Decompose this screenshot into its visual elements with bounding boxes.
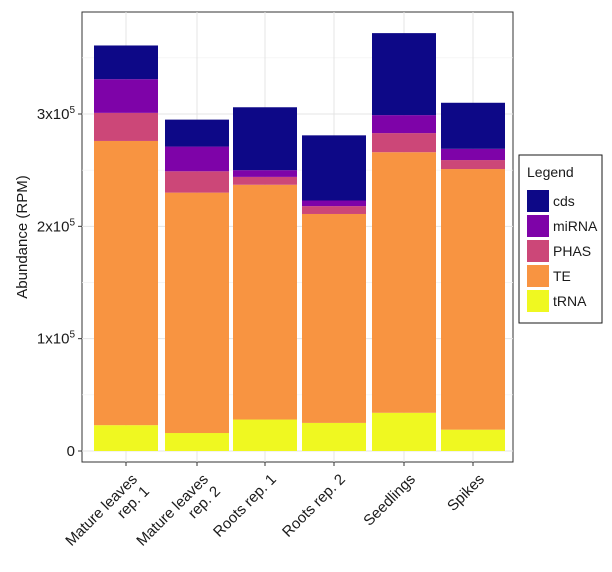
x-tick-label: Roots rep. 1 — [210, 471, 280, 541]
legend-swatch — [527, 265, 549, 287]
x-tick-label: Mature leavesrep. 2 — [133, 471, 224, 562]
bar-stack — [165, 119, 229, 451]
y-axis: 0 1x105 2x105 3x105 — [37, 105, 82, 460]
bar-segment-phas — [165, 171, 229, 193]
bar-segment-te — [372, 152, 436, 413]
legend-label: PHAS — [553, 243, 591, 259]
bar-segment-cds — [233, 107, 297, 171]
bar-segment-cds — [302, 135, 366, 201]
legend-label: miRNA — [553, 218, 598, 234]
bar-segment-cds — [441, 102, 505, 149]
bar-segment-phas — [302, 206, 366, 214]
legend-swatch — [527, 240, 549, 262]
bar-segment-te — [441, 169, 505, 430]
bar-segment-trna — [372, 412, 436, 451]
bar-segment-mirna — [372, 115, 436, 134]
bar-segment-te — [94, 140, 158, 426]
bar-segment-trna — [233, 419, 297, 451]
bar-segment-mirna — [94, 79, 158, 113]
legend-item-te: TE — [527, 265, 571, 287]
legend: Legend cds miRNA PHAS TE tRNA — [518, 154, 603, 324]
y-axis-title: Abundance (RPM) — [14, 175, 31, 298]
legend-label: cds — [553, 193, 575, 209]
legend-item-phas: PHAS — [527, 240, 591, 262]
x-tick-label: Spikes — [444, 471, 488, 515]
bar-stack — [302, 135, 366, 451]
bar-segment-te — [233, 184, 297, 420]
legend-swatch — [527, 290, 549, 312]
bar-segment-phas — [233, 176, 297, 185]
bar-segment-mirna — [441, 148, 505, 161]
legend-label: tRNA — [553, 293, 587, 309]
bar-segment-cds — [94, 45, 158, 80]
legend-item-cds: cds — [527, 190, 575, 212]
bar-segment-te — [302, 213, 366, 423]
y-tick-label: 2x105 — [37, 217, 76, 235]
y-tick-label: 3x105 — [37, 105, 76, 123]
bar-stack — [94, 45, 158, 451]
bar-segment-mirna — [165, 146, 229, 172]
x-tick-label: Seedlings — [360, 471, 419, 530]
y-tick-label: 1x105 — [37, 330, 76, 348]
bar-stack — [441, 102, 505, 451]
x-tick-label: Roots rep. 2 — [279, 471, 349, 541]
legend-swatch — [527, 190, 549, 212]
legend-label: TE — [553, 268, 571, 284]
bar-segment-phas — [94, 112, 158, 141]
legend-title: Legend — [527, 164, 574, 180]
bar-segment-te — [165, 192, 229, 434]
legend-item-trna: tRNA — [527, 290, 587, 312]
bar-segment-mirna — [302, 200, 366, 207]
bar-segment-trna — [302, 422, 366, 451]
legend-item-mirna: miRNA — [527, 215, 598, 237]
x-tick-label: Mature leavesrep. 1 — [62, 471, 153, 562]
bar-segment-trna — [94, 425, 158, 451]
bar-segment-trna — [165, 433, 229, 451]
bar-stack — [372, 33, 436, 451]
bar-segment-trna — [441, 429, 505, 451]
y-tick-label: 0 — [67, 443, 75, 460]
bar-segment-cds — [372, 33, 436, 116]
bar-segment-phas — [372, 133, 436, 153]
bar-stack — [233, 107, 297, 451]
legend-swatch — [527, 215, 549, 237]
bars — [94, 33, 505, 451]
bar-segment-cds — [165, 119, 229, 147]
bar-segment-mirna — [233, 170, 297, 177]
bar-segment-phas — [441, 160, 505, 170]
